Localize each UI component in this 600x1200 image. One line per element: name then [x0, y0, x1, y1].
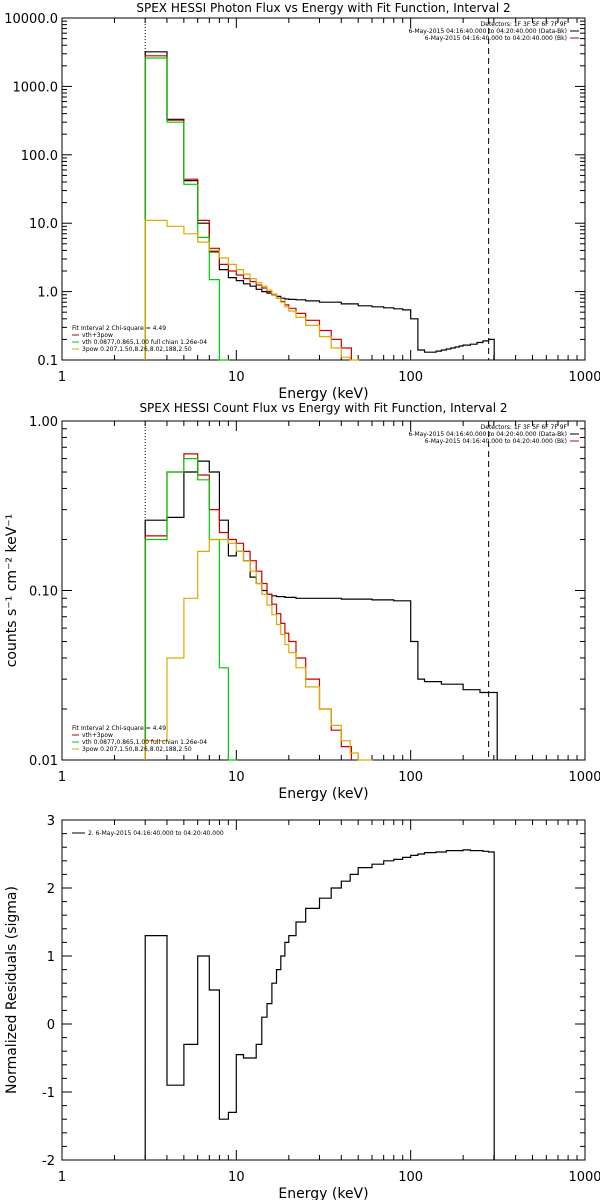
- y-axis-label: counts s⁻¹ cm⁻² keV⁻¹: [4, 514, 20, 668]
- fit-legend-label: 3pow 0.207,1.50,8.26,8.02,188,2.50: [82, 346, 192, 353]
- series-line-vth+3pow: [144, 55, 352, 360]
- series-line-vth+3pow: [144, 453, 352, 760]
- y-tick-label: -2: [42, 1154, 55, 1169]
- series-line-vth: [144, 57, 230, 361]
- y-tick-label: 0.10: [29, 585, 58, 600]
- x-tick-label: 1: [58, 370, 66, 385]
- fit-legend-header: Fit Interval 2 Chi-square = 4.49: [72, 725, 166, 732]
- chart-panel-1: SPEX HESSI Photon Flux vs Energy with Fi…: [4, 1, 600, 402]
- y-tick-label: 2: [47, 882, 55, 897]
- fit-legend-label: vth 0.0877,0.865,1.00 full chian 1.26e-0…: [82, 739, 207, 746]
- y-tick-label: 0.01: [29, 754, 58, 769]
- x-axis-label: Energy (keV): [278, 786, 368, 802]
- chart-panel-3: 1 10 100 1000 Energy (keV) -2 -1 0 1 2 3 Normalized…: [4, 814, 600, 1200]
- fit-legend-label: 3pow 0.207,1.50,8.26,8.02,188,2.50: [82, 746, 192, 753]
- x-tick-label: 10: [228, 770, 245, 785]
- x-tick-label: 1: [58, 1170, 66, 1185]
- plot-frame: [61, 17, 586, 361]
- info-line: 6-May-2015 04:16:40.000 to 04:20:40.000 …: [425, 438, 567, 445]
- y-tick-label: 0.1: [37, 354, 58, 369]
- fit-legend-header: Fit Interval 2 Chi-square = 4.49: [72, 325, 166, 332]
- info-line: 6-May-2015 04:16:40.000 to 04:20:40.000 …: [425, 35, 567, 42]
- y-axis-label: Normalized Residuals (sigma): [4, 886, 20, 1094]
- y-tick-label: 10000.0: [4, 12, 58, 27]
- y-tick-label: 0: [47, 1018, 55, 1033]
- y-tick-label: -1: [42, 1086, 55, 1101]
- x-tick-label: 1000: [568, 770, 600, 785]
- x-tick-label: 10: [228, 1170, 245, 1185]
- y-tick-label: 100.0: [21, 149, 58, 164]
- x-tick-label: 100: [398, 370, 423, 385]
- info-line: 6-May-2015 04:16:40.000 to 04:20:40.000 …: [408, 431, 567, 438]
- x-tick-label: 1000: [568, 370, 600, 385]
- series-line-Data-Bk: [144, 460, 498, 760]
- series-line-vth: [144, 458, 238, 761]
- y-tick-label: 1: [47, 950, 55, 965]
- x-axis-label: Energy (keV): [278, 386, 368, 402]
- y-tick-label: 1.0: [37, 286, 58, 301]
- y-tick-label: 3: [47, 814, 55, 829]
- x-tick-label: 100: [398, 1170, 423, 1185]
- y-tick-label: 1.00: [29, 415, 58, 430]
- x-tick-label: 100: [398, 770, 423, 785]
- series-line-Data-Bk: [144, 51, 495, 360]
- legend-label: 2. 6-May-2015 04:16:40.000 to 04:20:40.0…: [88, 830, 224, 837]
- x-axis-label: Energy (keV): [278, 1186, 368, 1200]
- info-line: Detectors: 1F 3F 5F 6F 7F 9F: [481, 424, 568, 431]
- chart-panel-2: SPEX HESSI Count Flux vs Energy with Fit…: [4, 401, 600, 802]
- x-tick-label: 1000: [568, 1170, 600, 1185]
- plot-frame: [61, 819, 586, 1161]
- series-line-residuals: [144, 849, 495, 1160]
- chart-title: SPEX HESSI Count Flux vs Energy with Fit…: [139, 401, 507, 415]
- fit-legend-label: vth 0.0877,0.865,1.00 full chian 1.26e-0…: [82, 339, 207, 346]
- chart-title: SPEX HESSI Photon Flux vs Energy with Fi…: [136, 1, 510, 15]
- y-tick-label: 10.0: [29, 217, 58, 232]
- y-tick-label: 1000.0: [13, 80, 59, 95]
- series-line-3pow: [144, 219, 360, 361]
- fit-legend-label: vth+3pow: [82, 332, 113, 339]
- x-tick-label: 10: [228, 370, 245, 385]
- fit-legend-label: vth+3pow: [82, 732, 113, 739]
- series-line-3pow: [144, 538, 373, 761]
- x-tick-label: 1: [58, 770, 66, 785]
- info-line: 6-May-2015 04:16:40.000 to 04:20:40.000 …: [408, 28, 567, 35]
- info-line: Detectors: 1F 3F 5F 6F 7F 9F: [481, 21, 568, 28]
